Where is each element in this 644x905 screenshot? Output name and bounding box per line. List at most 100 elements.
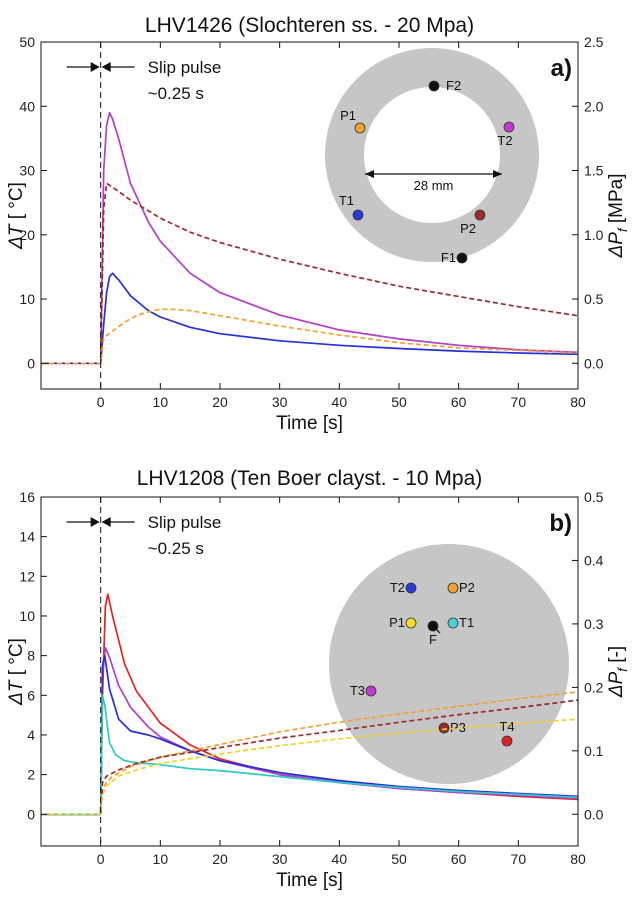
y-tick-label: 30 (19, 163, 35, 179)
plot-frame (40, 496, 579, 847)
series-group (41, 593, 578, 816)
y2-tick-label: 2.5 (584, 34, 604, 50)
chart-title: LHV1208 (Ten Boer clayst. - 10 Mpa) (137, 467, 483, 490)
x-tick-label: 80 (570, 394, 586, 410)
y2-axis-label-symbol: ΔP (606, 232, 627, 259)
y2-axis-label: ΔPf [MPa] (606, 174, 630, 259)
y2-tick-label: 1.5 (584, 163, 604, 179)
y-tick-label: 40 (19, 98, 35, 114)
y-tick-label: 2 (27, 767, 35, 783)
x-tick-label: 10 (153, 851, 169, 867)
sensor-dot-p2 (447, 582, 459, 594)
slip-arrow-right-head (101, 517, 111, 527)
sensor-label-t1: T1 (339, 193, 354, 208)
slip-arrow-left-head (90, 517, 100, 527)
y2-tick-label: 0.3 (584, 616, 604, 632)
slip-arrow-left-head (90, 62, 100, 72)
dimension-arrow-left (365, 170, 374, 178)
sensor-label-p1: P1 (340, 108, 356, 123)
y2-axis-label-symbol: ΔP (606, 671, 627, 698)
y-tick-label: 10 (19, 608, 35, 624)
x-tick-label: 20 (212, 394, 228, 410)
x-tick-label: 60 (451, 394, 467, 410)
x-axis-label: Time [s] (276, 413, 343, 434)
y-axis-label: ΔT [ °C] (6, 638, 27, 706)
y-axis-label: ΔT [ °C] (6, 182, 27, 250)
dimension-label: 28 mm (414, 178, 454, 193)
series-line-3 (41, 182, 578, 365)
y-tick-label: 14 (19, 529, 35, 545)
slip-annotation-line2: ~0.25 s (148, 84, 204, 103)
series-line-7 (41, 718, 578, 816)
x-tick-label: 30 (272, 394, 288, 410)
x-tick-label: 80 (570, 851, 586, 867)
y2-axis-label: ΔPf [-] (606, 646, 630, 698)
sensor-dot-p3 (438, 722, 450, 734)
series-line-4 (41, 308, 578, 365)
sensor-dot-t3 (365, 685, 377, 697)
sensor-label-t2: T2 (497, 133, 512, 148)
panel-a: LHV1426 (Slochteren ss. - 20 Mpa) 28 mm F2… (6, 14, 630, 434)
sensor-dot-f1 (456, 252, 468, 264)
y-tick-label: 12 (19, 568, 35, 584)
sensor-dot-t2 (503, 121, 515, 133)
sensor-dot-p1 (354, 122, 366, 134)
sensor-dot-p2 (474, 209, 486, 221)
x-tick-label: 40 (332, 851, 348, 867)
x-tick-label: 20 (212, 851, 228, 867)
slip-annotation-line1: Slip pulse (148, 513, 222, 532)
y-tick-label: 6 (27, 687, 35, 703)
sensor-dot-t2 (405, 582, 417, 594)
panel-label: a) (551, 55, 572, 82)
y2-axis-label-unit: [MPa] (606, 174, 627, 229)
x-tick-label: 0 (97, 394, 105, 410)
series-group (41, 111, 578, 365)
sensor-label-t1: T1 (459, 615, 474, 630)
x-axis-label: Time [s] (276, 870, 343, 891)
y-tick-label: 20 (19, 227, 35, 243)
sensor-dot-t4 (501, 735, 513, 747)
y2-axis-label-subscript: f (615, 667, 630, 672)
y-tick-label: 16 (19, 489, 35, 505)
sensor-label-p1: P1 (389, 615, 405, 630)
sample-disc (329, 544, 569, 784)
slip-annotation-line1: Slip pulse (148, 58, 222, 77)
y-tick-label: 8 (27, 648, 35, 664)
sensor-label-p2: P2 (460, 221, 476, 236)
y2-tick-label: 0.5 (584, 489, 604, 505)
x-tick-label: 50 (391, 394, 407, 410)
y2-tick-label: 0.5 (584, 291, 604, 307)
x-tick-label: 10 (153, 394, 169, 410)
x-tick-label: 40 (332, 394, 348, 410)
x-tick-label: 0 (97, 851, 105, 867)
sensor-dot-p1 (405, 617, 417, 629)
y-tick-label: 50 (19, 34, 35, 50)
y2-tick-label: 0.0 (584, 806, 604, 822)
y2-tick-label: 1.0 (584, 227, 604, 243)
y2-tick-label: 2.0 (584, 98, 604, 114)
sensor-label-f1: F1 (441, 250, 456, 265)
x-tick-label: 30 (272, 851, 288, 867)
chart-title: LHV1426 (Slochteren ss. - 20 Mpa) (145, 14, 474, 37)
y-tick-label: 10 (19, 291, 35, 307)
series-line-1 (41, 111, 578, 365)
y-axis-label-unit: [ °C] (6, 182, 27, 219)
series-line-2 (41, 272, 578, 365)
sensor-dot-t1 (447, 617, 459, 629)
y-axis-label-unit: [ °C] (6, 638, 27, 675)
sensor-dot-f2 (428, 80, 440, 92)
x-tick-label: 70 (511, 851, 527, 867)
sensor-label-t3: T3 (350, 683, 365, 698)
series-line-4 (41, 694, 578, 816)
y-tick-label: 0 (27, 355, 35, 371)
sample-ring (325, 48, 539, 262)
sample-inset: 28 mm F2 P1 T2 T1 P2 F1 (325, 48, 539, 265)
y2-axis-label-unit: [-] (606, 646, 627, 668)
slip-arrow-right-head (101, 62, 111, 72)
x-tick-label: 70 (511, 394, 527, 410)
y-tick-label: 0 (27, 806, 35, 822)
y-tick-label: 4 (27, 727, 35, 743)
y-axis-label-symbol: ΔT (6, 219, 27, 250)
